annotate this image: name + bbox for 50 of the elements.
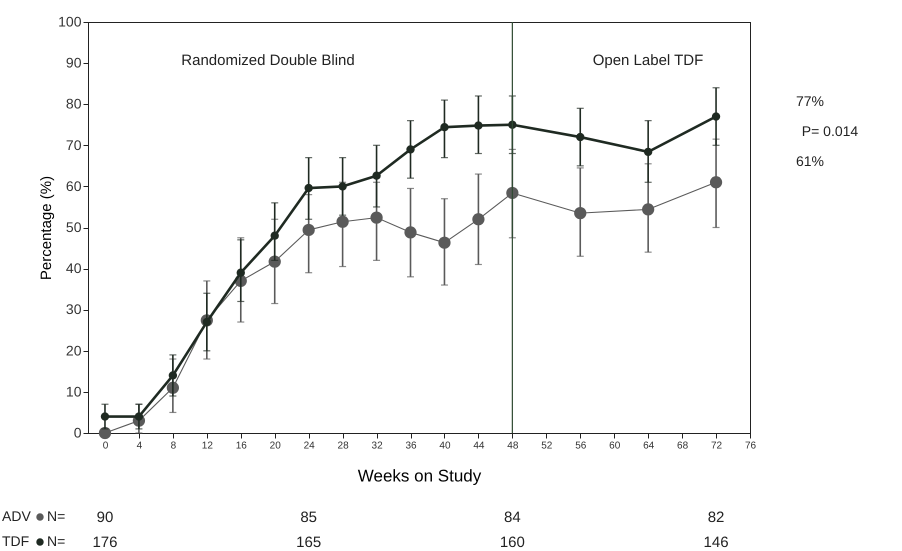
y-tick-label: 10: [66, 383, 82, 400]
y-tick-label: 70: [66, 136, 82, 153]
y-tick-label: 80: [66, 96, 82, 112]
text: 160: [500, 534, 525, 551]
text: 77%: [796, 93, 824, 109]
y-axis-title: Percentage (%): [38, 176, 56, 280]
x-tick-label: 20: [270, 440, 282, 452]
y-tick-label: 90: [66, 54, 82, 71]
x-tick-label: 60: [609, 440, 621, 452]
x-axis-title: Weeks on Study: [358, 466, 482, 486]
text: 146: [704, 534, 729, 551]
x-tick-label: 32: [372, 440, 384, 452]
y-tick-label: 30: [66, 301, 82, 318]
text: N=: [47, 508, 66, 524]
y-tick-label: 100: [58, 14, 82, 30]
y-tick-label: 60: [66, 178, 82, 194]
y-tick-label: 40: [66, 260, 82, 276]
y-tick-label: 50: [66, 219, 82, 235]
x-tick-label: 64: [643, 440, 655, 452]
x-tick-label: 40: [439, 440, 451, 452]
x-tick-label: 72: [710, 440, 723, 452]
text: P= 0.014: [802, 123, 858, 139]
x-tick-label: 44: [473, 440, 485, 452]
x-tick-label: 4: [136, 440, 143, 452]
x-tick-label: 16: [236, 440, 248, 452]
x-tick-label: 36: [405, 440, 418, 452]
x-tick-label: 52: [541, 440, 553, 452]
x-tick-label: 76: [744, 440, 756, 452]
text: 82: [708, 509, 724, 526]
legend-label: ADV: [2, 508, 32, 524]
text: 61%: [796, 153, 824, 169]
x-tick-label: 0: [102, 440, 109, 452]
text: 84: [504, 509, 521, 526]
x-tick-label: 28: [338, 440, 350, 452]
annotation: Open Label TDF: [592, 52, 704, 69]
x-tick-label: 12: [202, 440, 214, 452]
text: N=: [47, 533, 66, 549]
x-tick-label: 8: [170, 440, 177, 452]
x-tick-label: 56: [575, 440, 587, 452]
x-tick-label: 48: [507, 440, 519, 452]
x-tick-label: 68: [677, 440, 689, 452]
y-tick-label: 20: [66, 342, 82, 358]
y-tick-label: 0: [74, 424, 82, 440]
text: 85: [300, 509, 318, 526]
text: 90: [96, 509, 114, 526]
text: 176: [92, 534, 118, 551]
x-tick-label: 24: [304, 440, 316, 452]
annotation: Randomized Double Blind: [181, 52, 355, 69]
text: 165: [296, 534, 322, 551]
legend-label: TDF: [2, 533, 30, 549]
